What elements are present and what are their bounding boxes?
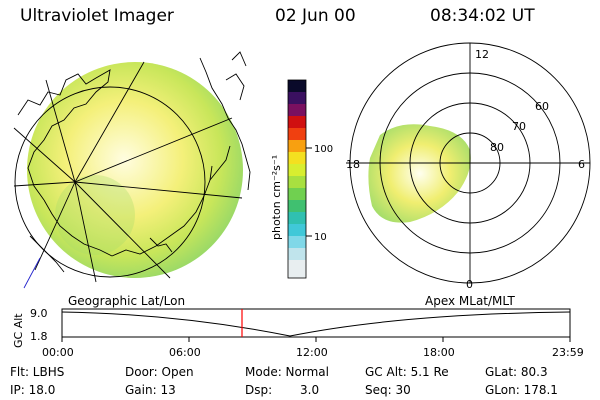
filter-info: Flt: LBHS: [10, 365, 65, 379]
instrument-title: Ultraviolet Imager: [20, 6, 174, 26]
x-tick-0000: 00:00: [42, 346, 74, 359]
mlt-label-18: 18: [346, 158, 360, 171]
orbit-timeline: GC Alt 9.0 1.8 00:00 06:00 12:00 18:00 2…: [12, 307, 584, 359]
ip-info: IP: 18.0: [10, 383, 56, 397]
dsp-value: 3.0: [300, 383, 320, 397]
mlt-label-12: 12: [475, 48, 489, 61]
altitude-curve: [61, 311, 571, 337]
mode-info: Mode: Normal: [245, 365, 329, 379]
colorbar-tick-10: 10: [314, 232, 327, 243]
date-label: 02 Jun 00: [275, 6, 356, 26]
geographic-image: 12 18 6 0 60 70 80 100 10 photon cm⁻²s⁻¹: [13, 42, 591, 291]
x-tick-1800: 18:00: [423, 346, 455, 359]
timeline-left-title: Geographic Lat/Lon: [68, 294, 186, 308]
coastlines: [17, 51, 251, 273]
mlt-label-0: 0: [466, 278, 473, 291]
x-tick-2359: 23:59: [552, 346, 584, 359]
x-tick-1200: 12:00: [296, 346, 328, 359]
colorbar-tick-100: 100: [314, 144, 333, 155]
lat-label-80: 80: [490, 141, 504, 154]
y-tick-1.8: 1.8: [30, 330, 48, 343]
colorbar-unit-label: photon cm⁻²s⁻¹: [270, 155, 283, 240]
earth-disk: [27, 62, 243, 278]
timeline-right-title: Apex MLat/MLT: [425, 294, 515, 308]
glat-info: GLat: 80.3: [485, 365, 548, 379]
glon-info: GLon: 178.1: [485, 383, 558, 397]
time-label: 08:34:02 UT: [430, 6, 535, 26]
color-bar: 100 10 photon cm⁻²s⁻¹: [270, 79, 333, 279]
gain-info: Gain: 13: [125, 383, 176, 397]
seq-info: Seq: 30: [365, 383, 411, 397]
timeline-y-axis-label: GC Alt: [12, 313, 25, 348]
door-info: Door: Open: [125, 365, 194, 379]
lat-label-70: 70: [512, 120, 526, 133]
x-tick-0600: 06:00: [169, 346, 201, 359]
y-tick-9: 9.0: [30, 307, 48, 320]
geographic-grid: [13, 61, 243, 289]
lat-label-60: 60: [535, 100, 549, 113]
polar-plot: 12 18 6 0 60 70 80: [346, 42, 591, 291]
mlt-label-6: 6: [578, 158, 585, 171]
gc-alt-info: GC Alt: 5.1 Re: [365, 365, 449, 379]
auroral-emission-region: [368, 124, 471, 223]
dsp-label: Dsp:: [245, 383, 273, 397]
